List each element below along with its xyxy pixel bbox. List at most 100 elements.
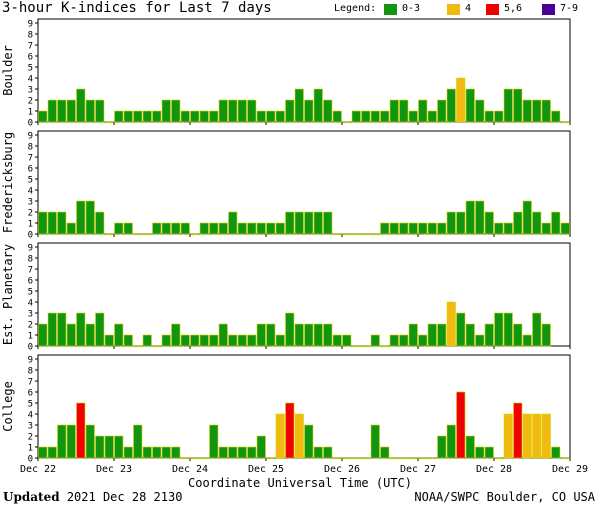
k-index-bar: [332, 110, 342, 123]
updated-label: Updated: [3, 490, 60, 504]
k-index-bar: [427, 222, 437, 235]
k-index-bar: [380, 345, 390, 348]
y-tick-label: 8: [28, 31, 33, 41]
k-index-bar: [437, 323, 447, 347]
panel-y-label: Fredericksburg: [1, 132, 15, 233]
k-index-bar: [475, 200, 485, 235]
y-tick-label: 2: [28, 433, 33, 443]
k-index-bar: [465, 435, 475, 459]
k-index-bar: [209, 110, 219, 123]
k-index-bar: [218, 446, 228, 459]
updated-value: 2021 Dec 28 2130: [66, 490, 183, 504]
k-index-bar: [522, 334, 532, 347]
k-index-bar: [484, 211, 494, 235]
k-index-bar: [408, 323, 418, 347]
k-index-bar: [180, 334, 190, 347]
k-index-bar: [123, 110, 133, 123]
k-index-bar: [389, 99, 399, 123]
k-index-bar: [304, 99, 314, 123]
k-index-bar: [190, 334, 200, 347]
k-index-bar: [85, 200, 95, 235]
y-tick-label: 4: [28, 187, 33, 197]
k-index-bar: [171, 99, 181, 123]
k-index-bar: [465, 200, 475, 235]
k-index-bar: [342, 457, 352, 460]
k-index-bar: [104, 233, 114, 236]
k-index-bar: [66, 424, 76, 459]
k-index-bar: [161, 334, 171, 347]
k-index-bar: [522, 413, 532, 459]
k-index-bar: [247, 222, 257, 235]
k-index-bar: [218, 99, 228, 123]
k-index-bar: [551, 211, 561, 235]
k-index-bar: [180, 110, 190, 123]
x-tick-label: Dec 28: [476, 464, 512, 475]
k-index-bar: [323, 99, 333, 123]
y-tick-label: 4: [28, 75, 33, 85]
k-index-bar: [47, 446, 57, 459]
k-index-bar: [76, 402, 86, 459]
k-index-bar: [351, 110, 361, 123]
k-index-bar: [446, 424, 456, 459]
k-index-bar: [399, 99, 409, 123]
y-tick-label: 6: [28, 53, 33, 63]
y-tick-label: 9: [28, 132, 33, 142]
y-tick-label: 7: [28, 378, 33, 388]
k-index-bar: [342, 233, 352, 236]
y-tick-label: 8: [28, 255, 33, 265]
k-index-bar: [342, 121, 352, 124]
k-index-bar: [123, 446, 133, 459]
k-index-bar: [142, 446, 152, 459]
k-index-bar: [266, 457, 276, 460]
k-index-bar: [456, 211, 466, 235]
k-index-bar: [266, 222, 276, 235]
k-index-bar: [494, 222, 504, 235]
k-index-bar: [199, 334, 209, 347]
k-index-bar: [190, 110, 200, 123]
y-tick-label: 8: [28, 143, 33, 153]
k-index-bar: [446, 211, 456, 235]
k-index-bar: [142, 110, 152, 123]
panel-y-label: Boulder: [1, 45, 15, 96]
k-index-bar: [361, 345, 371, 348]
k-index-bar: [57, 99, 67, 123]
y-tick-label: 3: [28, 310, 33, 320]
k-index-bar: [38, 211, 48, 235]
k-index-bar: [95, 99, 105, 123]
panel-frame: [37, 354, 571, 459]
k-index-bar: [351, 233, 361, 236]
x-tick-label: Dec 25: [248, 464, 284, 475]
k-index-bar: [152, 345, 162, 348]
k-index-bar: [408, 222, 418, 235]
k-index-bar: [104, 121, 114, 124]
y-tick-label: 2: [28, 209, 33, 219]
k-index-bar: [494, 312, 504, 347]
y-tick-label: 1: [28, 444, 33, 454]
k-index-bar: [484, 110, 494, 123]
k-index-bar: [104, 334, 114, 347]
k-index-bar: [361, 110, 371, 123]
k-index-bar: [228, 99, 238, 123]
k-index-bar: [228, 334, 238, 347]
k-index-bar: [332, 457, 342, 460]
k-index-bar: [323, 323, 333, 347]
k-index-bar: [152, 446, 162, 459]
k-index-bar: [66, 99, 76, 123]
k-index-bar: [209, 334, 219, 347]
k-index-bar: [475, 446, 485, 459]
k-index-bar: [256, 110, 266, 123]
k-index-bar: [304, 424, 314, 459]
k-index-bar: [237, 334, 247, 347]
legend-swatch-5-6: [486, 4, 499, 15]
k-index-bar: [294, 88, 304, 123]
k-index-bar: [142, 334, 152, 347]
k-index-bar: [370, 334, 380, 347]
k-index-bar: [456, 312, 466, 347]
k-index-bar: [247, 446, 257, 459]
k-index-bar: [199, 457, 209, 460]
k-index-bar: [551, 110, 561, 123]
y-tick-label: 0: [28, 455, 33, 465]
k-index-bar: [351, 457, 361, 460]
y-tick-label: 1: [28, 220, 33, 230]
k-index-bar: [285, 99, 295, 123]
